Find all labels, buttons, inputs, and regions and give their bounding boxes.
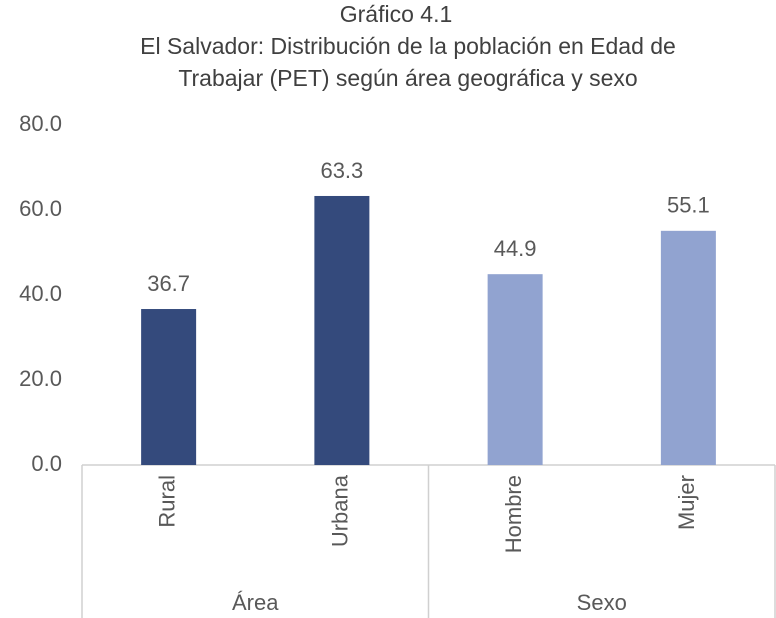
x-tick-label: Hombre [501, 475, 526, 553]
bar [314, 195, 370, 465]
y-tick-label: 0.0 [31, 451, 62, 476]
y-tick-label: 20.0 [19, 366, 62, 391]
value-label: 63.3 [320, 158, 363, 183]
chart-title: Gráfico 4.1 [340, 1, 453, 27]
y-tick-label: 80.0 [19, 111, 62, 136]
bar [487, 274, 543, 465]
value-label: 44.9 [494, 236, 537, 261]
chart-title: Trabajar (PET) según área geográfica y s… [178, 65, 637, 91]
bar [660, 230, 716, 465]
group-label: Área [232, 590, 279, 615]
x-tick-label: Urbana [328, 474, 353, 547]
x-tick-label: Rural [154, 475, 179, 528]
y-tick-label: 60.0 [19, 196, 62, 221]
value-label: 55.1 [667, 193, 710, 218]
value-label: 36.7 [147, 271, 190, 296]
chart-title: El Salvador: Distribución de la població… [140, 33, 676, 59]
group-label: Sexo [577, 590, 627, 615]
x-tick-label: Mujer [674, 475, 699, 530]
bar [141, 309, 197, 465]
y-tick-label: 40.0 [19, 281, 62, 306]
